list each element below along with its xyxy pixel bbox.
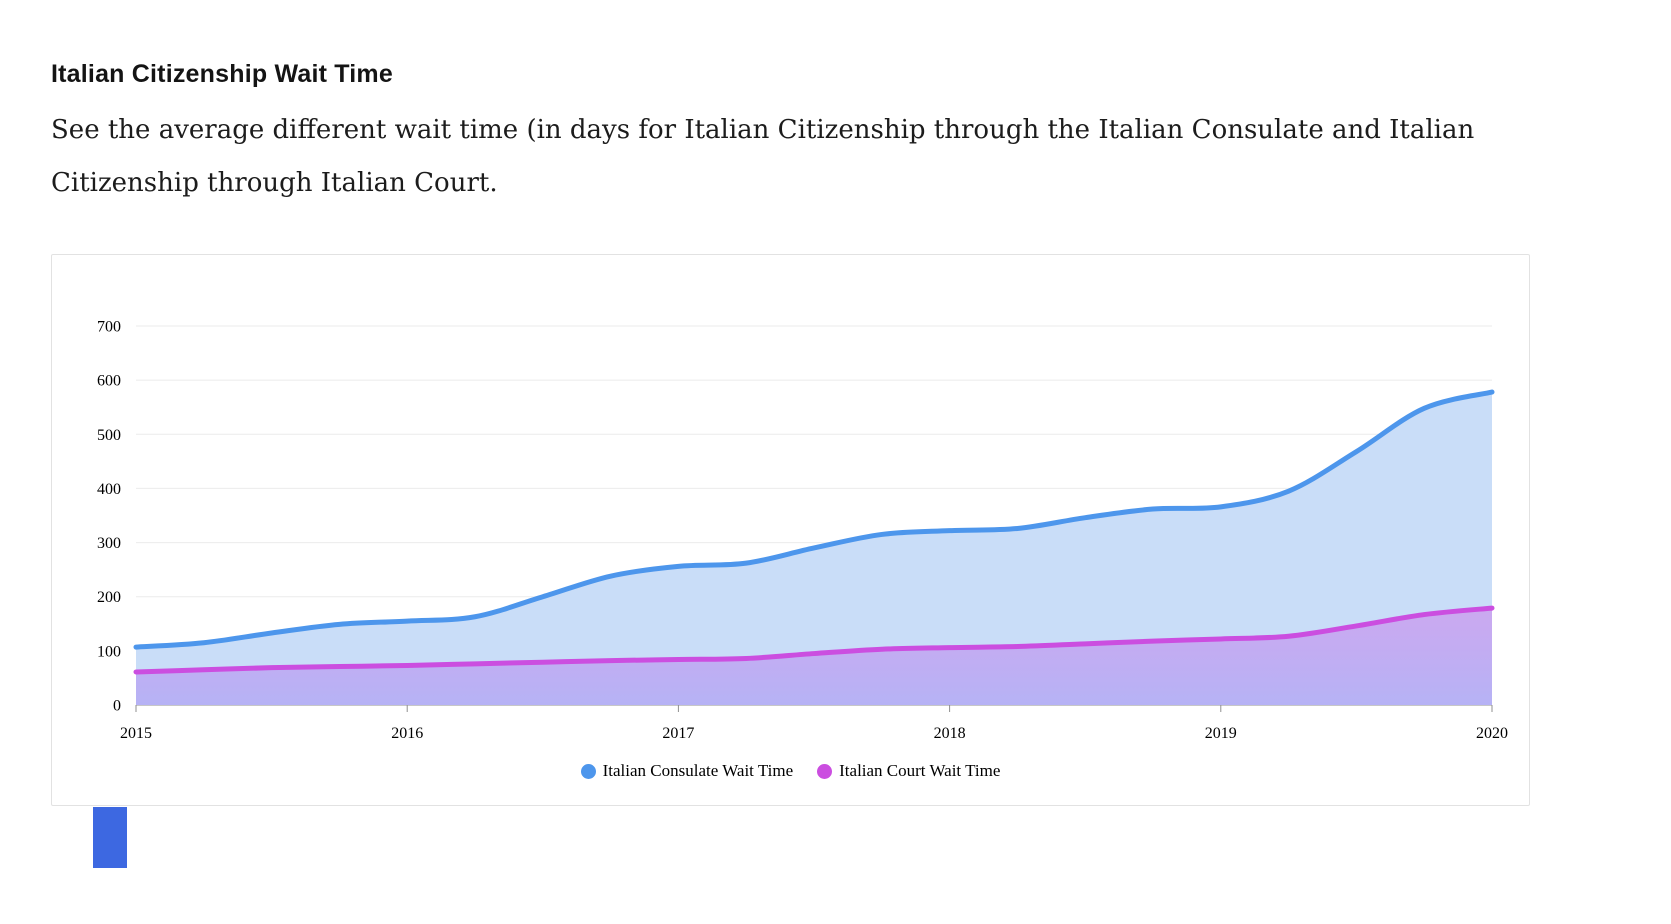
wait-time-area-chart[interactable]: 0 100 200 300 400 500 600 700 2015 2016 2017 2018 20…: [52, 255, 1529, 755]
legend-label: Italian Consulate Wait Time: [602, 761, 794, 780]
y-tick-label: 200: [97, 589, 121, 606]
x-tick-label: 2018: [934, 725, 966, 742]
partial-blue-element: [93, 807, 127, 868]
consulate-line: [133, 389, 1495, 650]
y-tick-label: 400: [97, 481, 121, 498]
legend-item-consulate[interactable]: Italian Consulate Wait Time: [580, 761, 794, 781]
y-tick-label: 300: [97, 535, 121, 552]
x-tick-label: 2016: [391, 725, 423, 742]
x-tick-label: 2019: [1205, 725, 1237, 742]
y-tick-label: 700: [97, 319, 121, 336]
y-tick-label: 500: [97, 427, 121, 444]
legend-item-court[interactable]: Italian Court Wait Time: [817, 761, 1000, 781]
y-tick-label: 100: [97, 643, 121, 660]
chart-legend: Italian Consulate Wait Time Italian Court…: [52, 761, 1529, 781]
x-tick-label: 2015: [120, 725, 152, 742]
x-tick-label: 2020: [1476, 725, 1508, 742]
x-tick-label: 2017: [662, 725, 694, 742]
page-title: Italian Citizenship Wait Time: [51, 60, 393, 88]
y-tick-label: 0: [113, 698, 121, 715]
court-area: [136, 608, 1492, 705]
legend-label: Italian Court Wait Time: [839, 761, 1001, 780]
legend-dot: [817, 763, 833, 779]
court-line: [133, 605, 1495, 675]
chart-card: 0 100 200 300 400 500 600 700 2015 2016 2017 2018 20…: [51, 254, 1530, 806]
legend-dot: [580, 763, 596, 779]
page-description: See the average different wait time (in …: [51, 115, 1475, 198]
y-tick-label: 600: [97, 373, 121, 390]
